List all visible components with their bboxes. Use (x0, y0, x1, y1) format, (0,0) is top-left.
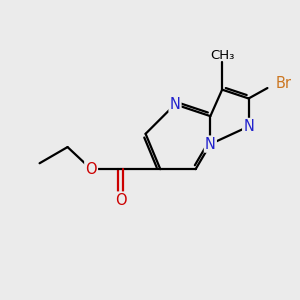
Text: Br: Br (275, 76, 291, 91)
Text: N: N (169, 97, 181, 112)
Text: O: O (115, 193, 126, 208)
Text: N: N (243, 119, 254, 134)
Text: CH₃: CH₃ (210, 49, 234, 62)
Text: N: N (205, 136, 216, 152)
Text: O: O (85, 162, 97, 177)
